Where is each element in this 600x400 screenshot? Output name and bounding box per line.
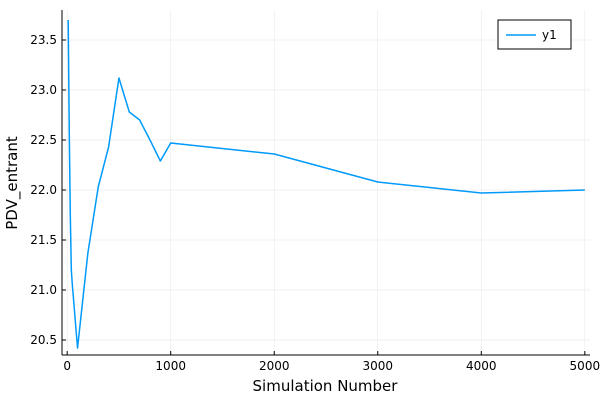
- grid: [62, 10, 590, 355]
- y-axis-title: PDV_entrant: [3, 136, 22, 230]
- x-tick-label: 1000: [155, 359, 186, 373]
- plot-frame: [61, 10, 590, 356]
- x-tick-label: 4000: [466, 359, 497, 373]
- y-tick-label: 21.0: [30, 283, 57, 297]
- series-layer: [67, 19, 585, 349]
- y-tick-label: 21.5: [30, 233, 57, 247]
- x-tick-label: 2000: [259, 359, 290, 373]
- x-tick-label: 5000: [570, 359, 600, 373]
- y-tick-label: 22.5: [30, 133, 57, 147]
- series-line-y1: [67, 19, 585, 349]
- y-ticks: 20.5 21.0 21.5 22.0 22.5 23.0 23.5: [30, 33, 66, 347]
- x-axis-title: Simulation Number: [253, 377, 399, 395]
- legend: y1: [497, 19, 572, 50]
- y-tick-label: 22.0: [30, 183, 57, 197]
- x-ticks: 0 1000 2000 3000 4000 5000: [63, 351, 600, 373]
- y-tick-label: 23.0: [30, 83, 57, 97]
- x-tick-label: 3000: [362, 359, 393, 373]
- legend-label: y1: [542, 28, 557, 42]
- x-tick-label: 0: [63, 359, 71, 373]
- y-tick-label: 23.5: [30, 33, 57, 47]
- y-tick-label: 20.5: [30, 333, 57, 347]
